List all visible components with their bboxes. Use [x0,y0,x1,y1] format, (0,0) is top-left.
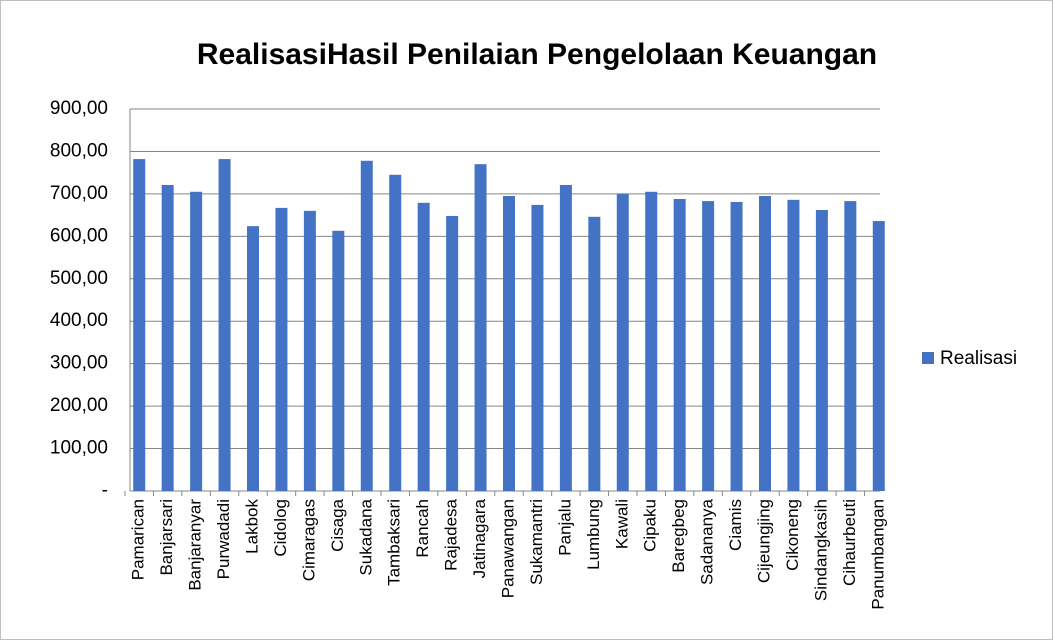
y-tick-label: 100,00 [50,438,108,459]
y-tick-label: 900,00 [50,98,108,119]
x-tick-label: Sukamantri [527,499,546,585]
bar [844,201,857,492]
x-tick-label: Lakbok [242,499,261,554]
x-tick-label: Cijeungjing [754,499,773,583]
bar [360,160,373,491]
x-tick-label: Pamarican [129,499,148,580]
x-tick-label: Cimaragas [299,499,318,581]
y-tick-label: 800,00 [50,140,108,161]
bar [787,199,800,491]
y-tick-label: 300,00 [50,353,108,374]
bar [673,198,686,491]
bar [218,159,231,491]
x-tick-label: Banjarsari [157,499,176,576]
bar [616,193,629,491]
x-tick-label: Sukadana [356,498,375,575]
x-tick-label: Kawali [612,499,631,549]
bar [872,221,885,491]
y-tick-label: - [102,480,108,501]
legend-label: Realisasi [940,348,1017,369]
bar [275,207,288,491]
x-tick-label: Jatinagara [470,498,489,578]
x-tick-label: Cihaurbeuti [840,499,859,586]
bar [389,174,402,492]
legend-swatch [922,352,934,364]
y-tick-label: 400,00 [50,310,108,331]
x-tick-label: Ciamis [726,499,745,551]
bar [702,201,715,492]
x-tick-label: Cisaga [328,498,347,551]
bar [133,159,146,491]
bar [332,230,345,491]
chart-title: RealisasiHasil Penilaian Pengelolaan Keu… [197,38,877,71]
bar [190,191,203,491]
bar [531,204,544,491]
x-tick-label: Baregbeg [669,499,688,573]
y-tick-label: 200,00 [50,395,108,416]
x-tick-label: Cidolog [271,499,290,557]
x-tick-label: Panumbangan [868,499,887,610]
bar [474,164,487,491]
x-tick-label: Purwadadi [214,499,233,579]
x-tick-label: Lumbung [584,499,603,570]
bar [815,210,828,492]
bar [559,184,572,491]
bar [503,196,515,491]
bar [247,226,259,491]
y-tick-label: 500,00 [50,268,108,289]
x-tick-label: Panjalu [555,499,574,556]
bar [161,184,174,491]
bar [303,210,316,491]
x-tick-label: Sadananya [698,498,717,585]
x-tick-label: Cipaku [641,499,660,552]
bar [417,202,430,491]
y-tick-label: 600,00 [50,225,108,246]
bar [446,215,459,491]
x-tick-label: Cikoneng [783,499,802,571]
bar [730,201,743,491]
x-tick-label: Rajadesa [442,498,461,570]
x-tick-label: Rancah [413,499,432,558]
x-tick-label: Panawangan [498,499,517,598]
bar [645,191,658,491]
x-tick-label: Tambaksari [385,499,404,586]
bar [588,216,601,491]
x-tick-label: Banjaranyar [186,499,205,591]
y-tick-label: 700,00 [50,183,108,204]
bar [759,196,771,491]
x-tick-label: Sindangkasih [811,499,830,601]
